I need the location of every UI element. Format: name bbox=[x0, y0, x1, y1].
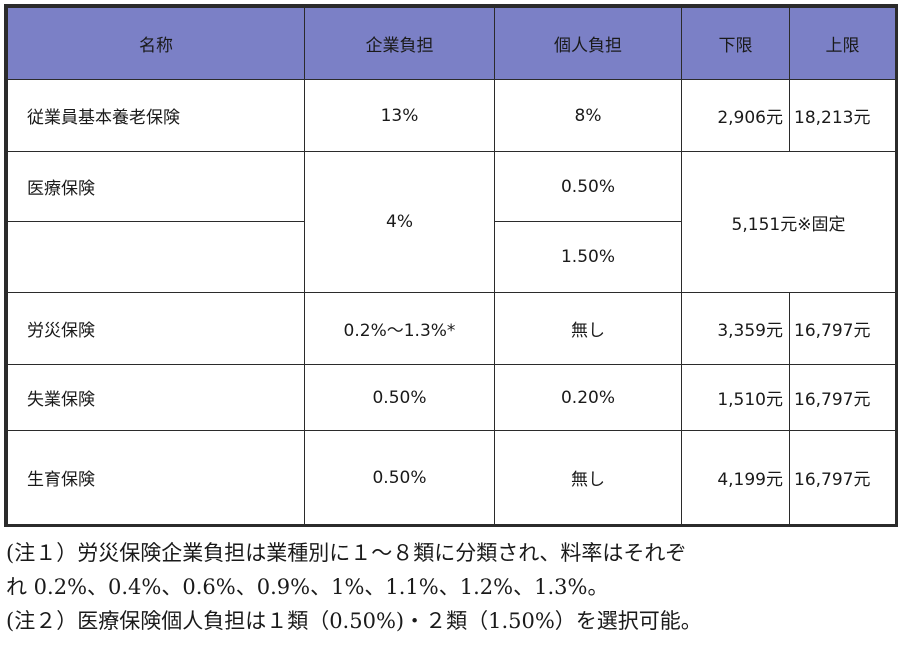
cell-employee: 8% bbox=[494, 79, 682, 152]
header-upper-limit: 上限 bbox=[789, 7, 896, 80]
note-2: (注２）医療保険個人負担は１類（0.50%)・２類（1.50%）を選択可能。 bbox=[6, 609, 702, 633]
note-1-line-1: (注１）労災保険企業負担は業種別に１～８類に分類され、料率はそれぞ bbox=[6, 541, 687, 565]
table-row-unemployment: 失業保険 0.50% 0.20% 1,510元 16,797元 bbox=[7, 364, 896, 431]
cell-employee-class1: 0.50% bbox=[494, 151, 682, 222]
cell-lower-limit: 4,199元 bbox=[681, 430, 790, 525]
header-employer-share: 企業負担 bbox=[304, 7, 495, 80]
header-lower-limit: 下限 bbox=[681, 7, 790, 80]
cell-name: 労災保険 bbox=[7, 292, 305, 365]
table-row-maternity: 生育保険 0.50% 無し 4,199元 16,797元 bbox=[7, 430, 896, 525]
table-row-pension: 従業員基本養老保険 13% 8% 2,906元 18,213元 bbox=[7, 79, 896, 152]
cell-name: 従業員基本養老保険 bbox=[7, 79, 305, 152]
cell-upper-limit: 18,213元 bbox=[789, 79, 896, 152]
cell-employer: 0.50% bbox=[304, 364, 495, 431]
cell-lower-limit: 3,359元 bbox=[681, 292, 790, 365]
cell-name: 失業保険 bbox=[7, 364, 305, 431]
cell-employee: 0.20% bbox=[494, 364, 682, 431]
cell-name: 医療保険 bbox=[7, 151, 305, 222]
header-employee-share: 個人負担 bbox=[494, 7, 682, 80]
header-name: 名称 bbox=[7, 7, 305, 80]
cell-upper-limit: 16,797元 bbox=[789, 430, 896, 525]
cell-limit-fixed: 5,151元※固定 bbox=[681, 151, 896, 293]
cell-upper-limit: 16,797元 bbox=[789, 292, 896, 365]
table-header-row: 名称 企業負担 個人負担 下限 上限 bbox=[7, 7, 896, 80]
cell-employer: 4% bbox=[304, 151, 495, 293]
cell-employer: 0.50% bbox=[304, 430, 495, 525]
cell-employer: 0.2%～1.3%* bbox=[304, 292, 495, 365]
cell-lower-limit: 1,510元 bbox=[681, 364, 790, 431]
cell-name: 生育保険 bbox=[7, 430, 305, 525]
cell-employee: 無し bbox=[494, 292, 682, 365]
cell-employer: 13% bbox=[304, 79, 495, 152]
note-1-line-2: れ 0.2%、0.4%、0.6%、0.9%、1%、1.1%、1.2%、1.3%。 bbox=[6, 575, 609, 599]
footnotes: (注１）労災保険企業負担は業種別に１～８類に分類され、料率はそれぞ れ 0.2%… bbox=[6, 536, 898, 638]
cell-employee: 無し bbox=[494, 430, 682, 525]
cell-upper-limit: 16,797元 bbox=[789, 364, 896, 431]
cell-lower-limit: 2,906元 bbox=[681, 79, 790, 152]
table-row-injury: 労災保険 0.2%～1.3%* 無し 3,359元 16,797元 bbox=[7, 292, 896, 365]
insurance-table: 名称 企業負担 個人負担 下限 上限 従業員基本養老保険 13% 8% 2,90… bbox=[4, 4, 898, 527]
table-row-medical: 医療保険 4% 0.50% 5,151元※固定 bbox=[7, 151, 896, 293]
cell-employee-class2: 1.50% bbox=[494, 221, 682, 293]
cell-name-empty bbox=[7, 221, 305, 293]
